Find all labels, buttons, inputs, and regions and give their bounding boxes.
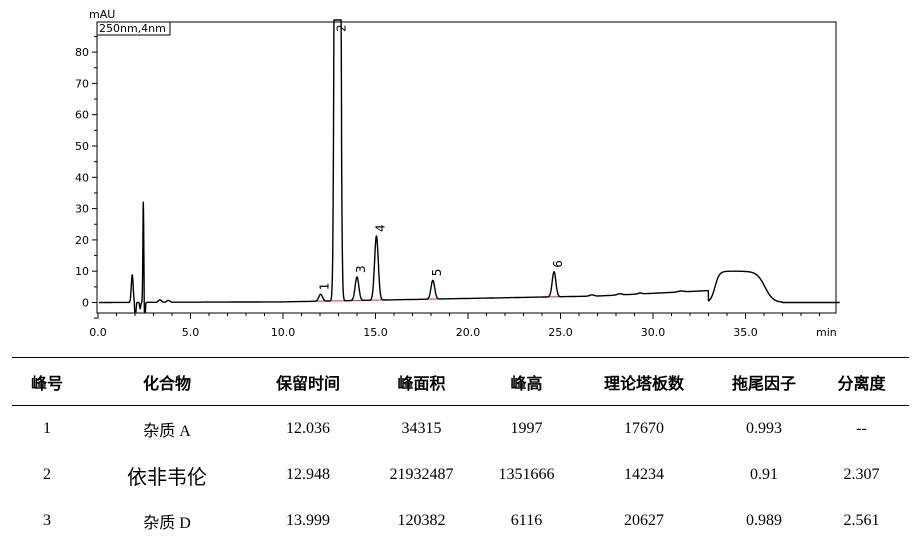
header-peak-no: 峰号: [12, 357, 82, 406]
cell-peak-height: 6116: [510, 512, 543, 529]
cell-peak-area: 120382: [397, 512, 446, 529]
cell-tailing-factor: 0.91: [750, 466, 778, 483]
table-header-row: 峰号 化合物 保留时间 峰面积 峰高 理论塔板数 拖尾因子 分离度: [12, 357, 909, 406]
cell-tailing-factor: 0.993: [746, 420, 782, 437]
integration-baseline: [312, 296, 565, 302]
x-tick-label: 5.0: [182, 326, 200, 339]
cell-resolution: 2.561: [843, 512, 880, 529]
table-row: 3 杂质 D 13.999 120382 6116 20627 0.989 2.…: [12, 498, 909, 544]
table-row: 1 杂质 A 12.036 34315 1997 17670 0.993 --: [12, 406, 909, 453]
y-tick-label: 40: [75, 171, 89, 184]
x-unit-label: min: [816, 326, 837, 339]
header-compound: 化合物: [82, 357, 252, 406]
cell-compound: 依非韦伦: [127, 466, 207, 489]
cell-retention-time: 12.036: [286, 420, 330, 437]
x-tick-label: 0.0: [89, 326, 107, 339]
chromatogram-trace: [98, 19, 841, 313]
y-tick-label: 70: [75, 77, 89, 90]
x-tick-label: 15.0: [363, 326, 388, 339]
x-tick-label: 30.0: [641, 326, 666, 339]
y-tick-label: 30: [75, 203, 89, 216]
x-tick-label: 25.0: [548, 326, 573, 339]
header-resolution: 分离度: [814, 357, 909, 406]
peak-label: 4: [373, 224, 387, 232]
cell-peak-no: 1: [43, 420, 51, 437]
peak-label: 3: [354, 265, 368, 273]
peak-label: 5: [430, 269, 444, 277]
y-unit-label: mAU: [89, 8, 115, 21]
cell-resolution: --: [856, 420, 867, 437]
peak-label: 2: [335, 24, 349, 32]
cell-peak-height: 1997: [510, 420, 543, 437]
header-theoretical-plates: 理论塔板数: [574, 357, 714, 406]
header-peak-height: 峰高: [479, 357, 574, 406]
detector-label: 250nm,4nm: [99, 22, 166, 35]
cell-retention-time: 12.948: [286, 466, 330, 483]
cell-peak-no: 2: [43, 466, 51, 483]
y-tick-label: 60: [75, 109, 89, 122]
x-tick-label: 20.0: [456, 326, 481, 339]
cell-theoretical-plates: 17670: [624, 420, 664, 437]
cell-compound: 杂质 A: [143, 423, 191, 440]
table-row: 2 依非韦伦 12.948 21932487 1351666 14234 0.9…: [12, 452, 909, 498]
detector-label-box: [96, 21, 171, 36]
cell-retention-time: 13.999: [286, 512, 330, 529]
cell-peak-height: 1351666: [498, 466, 555, 483]
y-tick-label: 50: [75, 140, 89, 153]
cell-resolution: 2.307: [843, 466, 880, 483]
peak-label: 1: [318, 283, 332, 291]
chromatogram: 0 10 20 30 40 50 60 70 80 0.0 5.0 10.0 15.0 20.0 25.0…: [75, 8, 841, 339]
x-tick-label: 35.0: [733, 326, 758, 339]
y-tick-label: 0: [82, 297, 89, 310]
plot-frame: [96, 21, 837, 314]
y-tick-label: 10: [75, 265, 89, 278]
peak-label: 6: [551, 260, 565, 268]
cell-theoretical-plates: 14234: [624, 466, 664, 483]
header-tailing-factor: 拖尾因子: [714, 357, 814, 406]
cell-tailing-factor: 0.989: [746, 512, 782, 529]
cell-compound: 杂质 D: [143, 515, 191, 532]
cell-peak-no: 3: [43, 512, 51, 529]
header-retention-time: 保留时间: [252, 357, 364, 406]
cell-peak-area: 21932487: [389, 466, 454, 483]
cell-peak-area: 34315: [401, 420, 442, 437]
header-peak-area: 峰面积: [364, 357, 479, 406]
x-tick-label: 10.0: [271, 326, 296, 339]
peak-table: 峰号 化合物 保留时间 峰面积 峰高 理论塔板数 拖尾因子 分离度 1 杂质 A…: [12, 357, 909, 544]
cell-theoretical-plates: 20627: [624, 512, 664, 529]
y-tick-label: 80: [75, 46, 89, 59]
y-tick-label: 20: [75, 234, 89, 247]
